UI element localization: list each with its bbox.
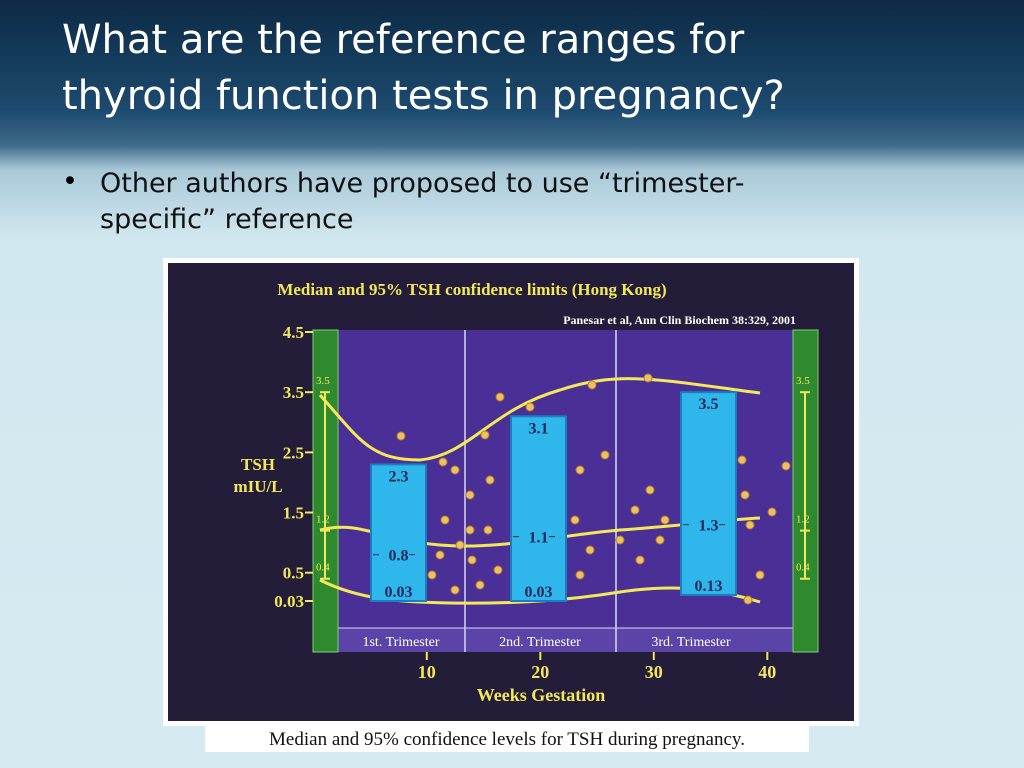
y-axis-label: mIU/L: [233, 477, 282, 496]
box-median-label: 1.1: [529, 530, 549, 547]
y-tick-label: 0.5: [283, 564, 304, 583]
bullet-line: specific” reference: [100, 204, 354, 235]
range-box: [370, 463, 427, 602]
box-median-label: 1.3: [699, 518, 719, 535]
y-tick-label: 4.5: [283, 323, 304, 342]
side-label: 3.5: [796, 375, 810, 387]
x-tick-label: 30: [645, 662, 663, 682]
caption-box: [205, 726, 809, 752]
box-upper: 2.3: [389, 468, 409, 485]
x-tick-label: 10: [418, 662, 436, 682]
scatter-dots: [396, 373, 791, 605]
caption: Median and 95% confidence levels for TSH…: [269, 729, 745, 750]
side-label: 3.5: [316, 375, 330, 387]
figure-title: Median and 95% TSH confidence limits (Ho…: [277, 280, 666, 299]
box-upper: 3.1: [529, 420, 549, 437]
title-line: thyroid function tests in pregnancy?: [62, 73, 785, 119]
x-tick-label: 40: [758, 662, 776, 682]
trimester-name: 2nd. Trimester: [499, 635, 581, 650]
title-line: What are the reference ranges for: [62, 17, 745, 63]
x-tick-label: 20: [531, 662, 549, 682]
trimester-name: 3rd. Trimester: [651, 635, 731, 650]
y-axis-label: TSH: [241, 455, 275, 474]
box-median-label: 0.8: [389, 548, 409, 565]
bullet: Other authors have proposed to use “trim…: [62, 166, 744, 238]
y-tick-label: 3.5: [283, 383, 304, 402]
y-tick-label: 0.03: [274, 592, 304, 611]
figure-source: Panesar et al, Ann Clin Biochem 38:329, …: [563, 313, 796, 327]
range-box: [510, 415, 567, 602]
side-label: 0.4: [796, 562, 810, 574]
trimester-name: 1st. Trimester: [362, 635, 439, 650]
bullet-dot: •: [62, 166, 78, 197]
box-lower: 0.13: [695, 578, 723, 595]
box-lower: 0.03: [385, 584, 413, 601]
trimester-row: [338, 628, 793, 652]
range-box: [680, 391, 737, 596]
side-label: 1.2: [316, 514, 330, 526]
side-label: 1.2: [796, 514, 810, 526]
box-lower: 0.03: [525, 584, 553, 601]
bullet-line: Other authors have proposed to use “trim…: [100, 168, 745, 199]
y-tick-label: 2.5: [283, 443, 304, 462]
slide-title: What are the reference ranges for thyroid…: [62, 12, 785, 124]
side-label: 0.4: [316, 562, 330, 574]
x-axis-label: Weeks Gestation: [477, 685, 606, 705]
y-tick-label: 1.5: [283, 504, 304, 523]
box-upper: 3.5: [699, 396, 719, 413]
